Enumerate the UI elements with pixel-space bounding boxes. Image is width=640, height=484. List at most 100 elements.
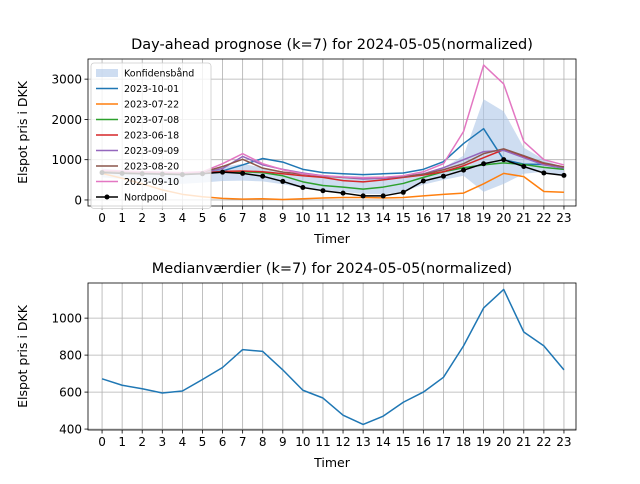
x-axis-label: Timer	[313, 455, 351, 470]
legend-label: 2023-09-10	[124, 177, 179, 188]
legend-marker	[104, 194, 110, 200]
x-tick-label: 15	[396, 435, 411, 449]
x-tick-label: 8	[259, 435, 267, 449]
x-tick-label: 10	[295, 435, 310, 449]
data-point	[521, 164, 527, 170]
series-line-median	[101, 288, 565, 426]
x-tick-label: 14	[376, 211, 391, 225]
data-point	[240, 170, 246, 176]
data-point	[320, 188, 326, 194]
x-tick-label: 13	[355, 211, 370, 225]
x-tick-label: 7	[239, 435, 247, 449]
x-tick-label: 17	[436, 211, 451, 225]
x-tick-label: 5	[199, 211, 207, 225]
x-tick-label: 18	[456, 211, 471, 225]
x-tick-label: 0	[98, 211, 106, 225]
x-tick-label: 4	[179, 435, 187, 449]
legend-label: Nordpool	[124, 193, 167, 204]
x-tick-label: 22	[536, 435, 551, 449]
x-tick-label: 21	[516, 211, 531, 225]
data-point	[220, 169, 226, 175]
x-tick-label: 20	[496, 435, 511, 449]
x-tick-label: 21	[516, 435, 531, 449]
x-tick-label: 16	[416, 211, 431, 225]
x-tick-label: 7	[239, 211, 247, 225]
x-tick-label: 12	[335, 211, 350, 225]
legend-box	[90, 62, 212, 209]
legend: Konfidensbånd 2023-10-01 2023-07-22 2023-07…	[90, 62, 212, 209]
y-tick-label: 600	[59, 386, 82, 400]
x-tick-label: 2	[138, 435, 146, 449]
x-tick-label: 2	[138, 211, 146, 225]
chart-title: Day-ahead prognose (k=7) for 2024-05-05(…	[131, 37, 533, 53]
x-tick-label: 10	[295, 211, 310, 225]
legend-label: 2023-07-08	[124, 115, 179, 126]
y-tick-label: 400	[59, 423, 82, 437]
x-tick-label: 23	[556, 435, 571, 449]
data-point	[561, 172, 567, 178]
x-tick-label: 22	[536, 211, 551, 225]
x-axis-label: Timer	[313, 231, 351, 246]
data-point	[481, 161, 487, 167]
data-point	[400, 189, 406, 195]
legend-label: 2023-06-18	[124, 131, 179, 142]
data-point	[501, 157, 507, 163]
y-tick-label: 1000	[51, 153, 82, 167]
y-axis-label: Elspot pris i DKK	[15, 80, 30, 184]
chart-title: Medianværdier (k=7) for 2024-05-05(norma…	[152, 261, 512, 277]
x-tick-label: 1	[118, 435, 126, 449]
x-tick-label: 11	[315, 211, 330, 225]
y-tick-label: 800	[59, 349, 82, 363]
grid	[88, 283, 576, 430]
x-tick-label: 14	[376, 435, 391, 449]
y-tick-label: 2000	[51, 113, 82, 127]
x-tick-label: 9	[279, 211, 287, 225]
x-tick-label: 3	[158, 211, 166, 225]
x-tick-label: 8	[259, 211, 267, 225]
data-point	[440, 173, 446, 179]
data-point	[541, 170, 547, 176]
legend-label: 2023-08-20	[124, 162, 179, 173]
x-tick-label: 18	[456, 435, 471, 449]
x-tick-label: 11	[315, 435, 330, 449]
legend-label: 2023-07-22	[124, 100, 179, 111]
data-point	[360, 193, 366, 199]
y-tick-label: 1000	[51, 312, 82, 326]
legend-label: 2023-10-01	[124, 84, 179, 95]
data-point	[260, 173, 266, 179]
x-tick-label: 13	[355, 435, 370, 449]
x-tick-label: 19	[476, 211, 491, 225]
x-tick-label: 23	[556, 211, 571, 225]
data-point	[340, 190, 346, 196]
x-tick-label: 20	[496, 211, 511, 225]
x-tick-label: 6	[219, 211, 227, 225]
plot-frame	[87, 58, 577, 207]
forecast-chart: 0 1 2 3 4 5 6 7 8 9 10 11 12 13 14 15 16 17 18 19 20 21 22 2301…	[15, 37, 577, 246]
data-point	[380, 193, 386, 199]
legend-label: Konfidensbånd	[124, 69, 194, 80]
plot-frame	[87, 282, 577, 431]
x-tick-label: 16	[416, 435, 431, 449]
y-tick-label: 0	[74, 193, 82, 207]
x-tick-label: 17	[436, 435, 451, 449]
x-tick-label: 0	[98, 435, 106, 449]
x-tick-label: 1	[118, 211, 126, 225]
x-tick-label: 12	[335, 435, 350, 449]
data-point	[420, 178, 426, 184]
x-tick-label: 5	[199, 435, 207, 449]
data-point	[300, 184, 306, 190]
legend-swatch-band	[96, 69, 118, 77]
x-tick-label: 3	[158, 435, 166, 449]
median-chart: 0 1 2 3 4 5 6 7 8 9 10 11 12 13 14 15 16 17 18 19 20 21 22 2340…	[15, 261, 577, 470]
x-tick-label: 4	[179, 211, 187, 225]
y-axis-label: Elspot pris i DKK	[15, 304, 30, 408]
x-tick-label: 9	[279, 435, 287, 449]
legend-label: 2023-09-09	[124, 146, 179, 157]
x-tick-label: 15	[396, 211, 411, 225]
data-point	[461, 167, 467, 173]
x-tick-label: 6	[219, 435, 227, 449]
data-point	[280, 178, 286, 184]
y-tick-label: 3000	[51, 73, 82, 87]
x-tick-label: 19	[476, 435, 491, 449]
